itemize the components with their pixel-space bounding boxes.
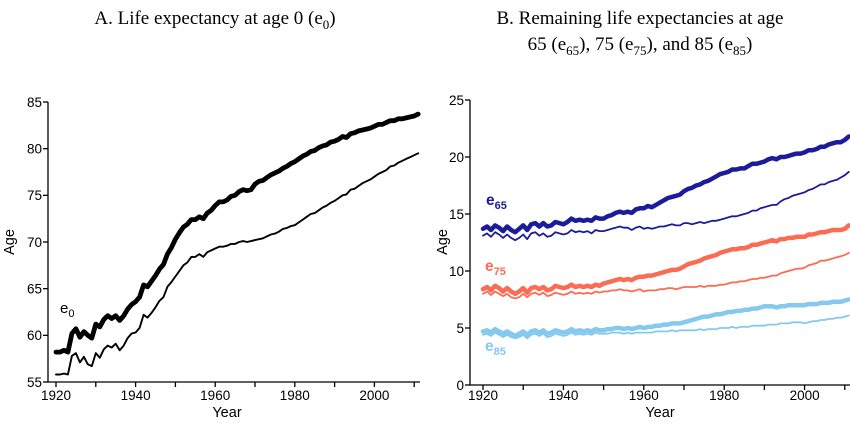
series-label-e65: e65 — [486, 192, 507, 213]
series-line-e65-thin — [482, 170, 850, 242]
series-label-e85: e85 — [485, 338, 506, 359]
series-line-e75-thin — [482, 251, 850, 300]
series-label-e0: e0 — [60, 300, 75, 320]
panel-a-y-axis-label: Age — [2, 229, 18, 255]
y-tick-label: 85 — [27, 95, 42, 110]
x-tick-label: 2000 — [359, 388, 389, 403]
panel-b-title: B. Remaining life expectancies at age 65… — [430, 6, 850, 64]
x-tick-label: 1920 — [468, 388, 498, 403]
panel-b-title-line2: 65 (e65), 75 (e75), and 85 (e85) — [527, 34, 753, 58]
series-line-e85-thin — [482, 314, 850, 340]
panel-b-title-line1: B. Remaining life expectancies at age — [496, 8, 784, 29]
x-tick-label: 1980 — [709, 388, 739, 403]
y-tick-label: 0 — [456, 378, 464, 393]
series-line-e0-thick — [53, 111, 421, 355]
y-tick-label: 75 — [27, 188, 42, 203]
y-tick-label: 25 — [449, 93, 464, 108]
y-tick-label: 70 — [27, 235, 42, 250]
panel-a-x-axis-label: Year — [212, 405, 242, 421]
x-tick-label: 1920 — [41, 388, 71, 403]
y-tick-label: 55 — [27, 375, 42, 390]
x-tick-label: 1980 — [280, 388, 310, 403]
axis-spine — [47, 102, 420, 383]
panel-b-x-axis-label: Year — [645, 405, 675, 421]
y-tick-label: 65 — [27, 281, 42, 296]
series-label-e75: e75 — [485, 258, 506, 279]
x-tick-label: 1960 — [629, 388, 659, 403]
series-line-e0-thin — [55, 152, 420, 376]
panel-b-y-axis-label: Age — [435, 229, 451, 255]
x-tick-label: 1940 — [548, 388, 578, 403]
y-tick-label: 20 — [449, 150, 464, 165]
y-tick-label: 60 — [27, 328, 42, 343]
series-line-e65-thick — [480, 134, 850, 235]
x-tick-label: 2000 — [790, 388, 820, 403]
panel-a-title: A. Life expectancy at age 0 (e0) — [94, 8, 336, 32]
series-line-e75-thick — [480, 223, 850, 297]
x-tick-label: 1940 — [121, 388, 151, 403]
series-line-e85-thick — [480, 297, 850, 339]
y-tick-label: 80 — [27, 141, 42, 156]
x-tick-label: 1960 — [200, 388, 230, 403]
axis-spine — [469, 100, 850, 386]
y-tick-label: 10 — [449, 264, 464, 279]
y-tick-label: 5 — [456, 321, 464, 336]
y-tick-label: 15 — [449, 207, 464, 222]
